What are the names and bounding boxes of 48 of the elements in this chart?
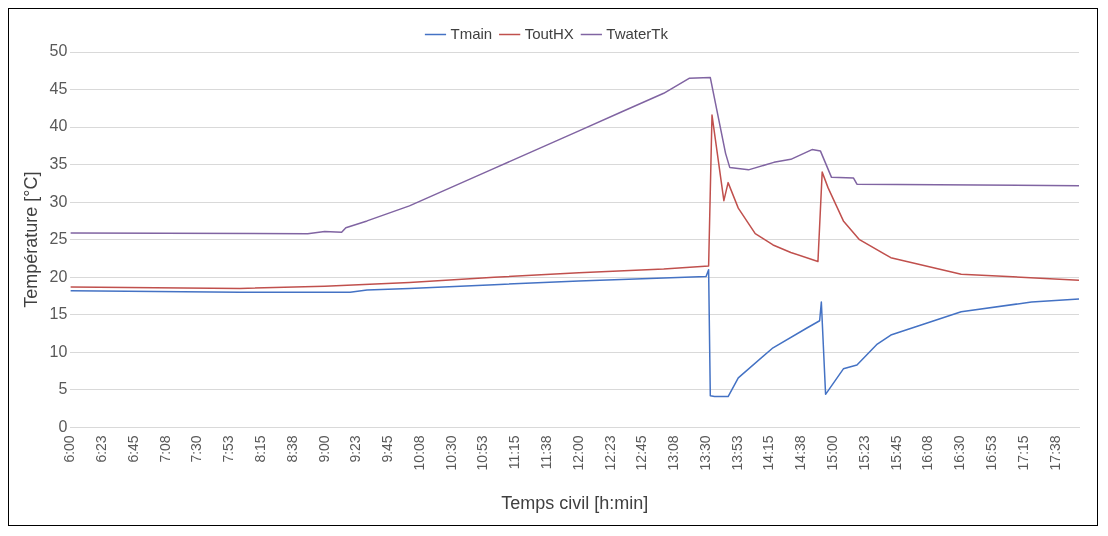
y-axis-title: Température [°C] (20, 171, 41, 308)
legend-label: TwaterTk (606, 24, 669, 42)
y-tick-label: 30 (49, 192, 68, 210)
x-tick-label: 17:38 (1046, 435, 1063, 471)
x-tick-label: 13:08 (665, 435, 682, 471)
x-tick-label: 6:00 (61, 435, 78, 463)
x-tick-label: 12:00 (569, 435, 586, 471)
y-tick-label: 20 (49, 267, 68, 285)
x-tick-label: 12:23 (601, 435, 618, 471)
y-tick-label: 45 (49, 79, 68, 97)
y-tick-label: 35 (49, 155, 68, 173)
x-tick-label: 15:23 (855, 435, 872, 471)
x-tick-label: 11:15 (506, 435, 523, 470)
x-tick-label: 6:23 (93, 435, 110, 463)
x-tick-label: 9:45 (379, 435, 396, 463)
x-tick-label: 10:30 (442, 435, 459, 471)
x-tick-label: 7:08 (156, 435, 173, 463)
x-tick-label: 16:53 (982, 435, 999, 471)
x-tick-label: 11:38 (538, 435, 555, 470)
legend-label: ToutHX (524, 24, 574, 42)
x-tick-label: 6:45 (124, 435, 141, 463)
x-tick-label: 13:53 (728, 435, 745, 471)
legend-label: Tmain (450, 24, 493, 42)
x-tick-label: 12:45 (633, 435, 650, 471)
x-tick-label: 15:45 (887, 435, 904, 471)
x-tick-label: 9:23 (347, 435, 364, 463)
y-tick-label: 5 (58, 380, 68, 398)
x-tick-label: 8:15 (251, 435, 268, 463)
y-tick-label: 0 (58, 417, 68, 435)
x-tick-label: 16:08 (919, 435, 936, 471)
y-tick-label: 15 (49, 305, 68, 323)
y-tick-label: 25 (49, 230, 68, 248)
x-tick-label: 8:38 (283, 435, 300, 463)
y-tick-label: 40 (49, 117, 68, 135)
x-tick-label: 10:08 (410, 435, 427, 471)
y-tick-label: 10 (49, 342, 68, 360)
x-tick-label: 15:00 (824, 435, 841, 471)
x-tick-label: 16:30 (951, 435, 968, 471)
x-tick-label: 14:38 (792, 435, 809, 471)
x-tick-label: 14:15 (760, 435, 777, 471)
x-tick-label: 17:15 (1014, 435, 1031, 471)
x-tick-label: 10:53 (474, 435, 491, 471)
x-axis-title: Temps civil [h:min] (501, 493, 649, 514)
x-tick-label: 13:30 (696, 435, 713, 471)
y-tick-label: 50 (49, 42, 68, 60)
x-tick-label: 9:00 (315, 435, 332, 463)
x-tick-label: 7:30 (188, 435, 205, 463)
x-tick-label: 7:53 (220, 435, 237, 463)
